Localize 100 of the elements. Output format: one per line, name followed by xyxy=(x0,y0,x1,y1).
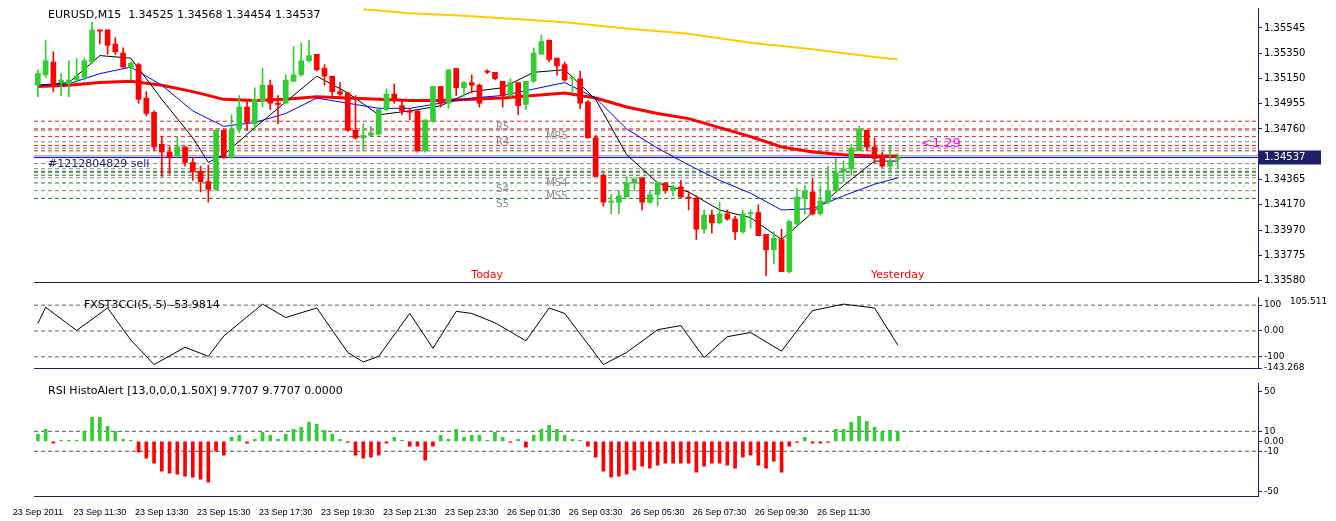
x-tick-label: 23 Sep 17:30 xyxy=(258,507,313,518)
bar xyxy=(159,441,164,472)
bar xyxy=(268,434,273,442)
bar xyxy=(493,431,497,442)
bar xyxy=(376,441,381,456)
bar xyxy=(221,441,226,456)
x-tick-label: 26 Sep 09:30 xyxy=(754,507,809,518)
bar xyxy=(849,422,854,442)
bar xyxy=(671,441,675,464)
y-tick-label: 1.34170 xyxy=(1264,198,1306,210)
bar xyxy=(833,428,838,442)
bar xyxy=(617,441,621,477)
y-tick-label: 50 xyxy=(1264,385,1276,396)
bar xyxy=(462,436,466,442)
bar xyxy=(818,441,823,444)
chart-title: FXST3CCI(5, 5) -53.9814 xyxy=(84,297,220,311)
bar xyxy=(880,431,885,442)
y-tick-label: 100 xyxy=(1264,299,1282,310)
bar xyxy=(756,441,761,466)
bar xyxy=(307,422,311,442)
bar xyxy=(810,441,815,444)
chart-title: EURUSD,M15 1.34525 1.34568 1.34454 1.34537 xyxy=(48,8,321,22)
ref-line-label: MS4 xyxy=(546,177,568,189)
bar xyxy=(51,441,56,444)
y-tick-label: 1.34955 xyxy=(1264,97,1306,109)
bar xyxy=(206,441,211,483)
bar xyxy=(895,430,900,442)
bar xyxy=(338,438,342,442)
y-tick-label: 1.35350 xyxy=(1264,46,1306,58)
y-tick-label: 1.33775 xyxy=(1264,249,1306,261)
bar xyxy=(547,425,551,442)
bar xyxy=(802,436,807,442)
bar xyxy=(640,441,644,467)
bar xyxy=(175,441,180,475)
bar xyxy=(423,441,428,461)
bar xyxy=(454,428,459,442)
x-tick-label: 26 Sep 03:30 xyxy=(568,507,623,518)
ref-line-label: MS5 xyxy=(546,190,568,202)
bar xyxy=(36,433,40,442)
y-tick-label: 1.34760 xyxy=(1264,122,1306,134)
bar xyxy=(237,434,242,442)
ref-line-label: R5 xyxy=(496,120,510,132)
ref-line-label: R4 xyxy=(496,136,510,148)
bar xyxy=(857,416,861,442)
annotation: Today xyxy=(470,268,504,282)
y-tick-label: -10 xyxy=(1264,445,1279,456)
x-tick-label: 26 Sep 07:30 xyxy=(692,507,747,518)
ref-line-label: S5 xyxy=(496,197,510,209)
bar xyxy=(190,441,195,478)
bar xyxy=(152,441,156,464)
bar xyxy=(469,434,474,442)
y-tick-label: 1.35545 xyxy=(1264,21,1306,33)
y-tick-label: 0.00 xyxy=(1264,435,1285,446)
bar xyxy=(90,417,94,442)
annotation: Yesterday xyxy=(870,268,925,282)
bar xyxy=(299,426,304,442)
x-tick-label: 26 Sep 01:30 xyxy=(506,507,561,518)
chart-title: RSI HistoAlert [13,0,0,0,1.50X] 9.7707 9.7707 0.0000 xyxy=(48,383,343,397)
bar xyxy=(144,441,149,459)
bar xyxy=(431,441,435,447)
bar xyxy=(214,441,218,452)
bar xyxy=(369,441,373,458)
bar xyxy=(609,441,613,478)
bar xyxy=(888,429,892,442)
y-tick-label: 1.33580 xyxy=(1264,274,1306,286)
x-tick-label: 26 Sep 05:30 xyxy=(630,507,685,518)
ref-line-label: S4 xyxy=(496,182,510,194)
y-tick-label: -143.268 xyxy=(1264,362,1305,373)
bar xyxy=(438,434,443,442)
x-tick-label: 23 Sep 21:30 xyxy=(382,507,437,518)
bar xyxy=(586,441,590,447)
bar xyxy=(283,433,288,442)
bar xyxy=(252,438,257,442)
bar xyxy=(361,441,366,459)
bar xyxy=(314,424,319,442)
ref-line-label: 1.34537 xyxy=(1264,151,1306,163)
y-tick-label: -50 xyxy=(1264,485,1279,496)
bar xyxy=(733,441,737,469)
bar xyxy=(98,417,102,442)
y-tick-label: -100 xyxy=(1264,351,1285,362)
bar xyxy=(183,441,187,477)
bar xyxy=(648,441,652,469)
bar xyxy=(121,438,125,442)
x-tick-label: 23 Sep 15:30 xyxy=(197,507,251,518)
x-tick-label: 26 Sep 11:30 xyxy=(817,507,870,518)
bar xyxy=(679,441,683,464)
bar xyxy=(384,441,389,444)
bar xyxy=(245,441,249,444)
bar xyxy=(864,421,869,442)
y-tick-label: 10 xyxy=(1264,425,1276,436)
bar xyxy=(531,434,536,442)
bar xyxy=(516,438,521,442)
bar xyxy=(330,433,335,442)
bar xyxy=(741,441,745,458)
bar xyxy=(392,436,397,442)
x-tick-label: 23 Sep 2011 xyxy=(12,507,64,518)
annotation: <1.29 xyxy=(921,135,961,151)
ref-line-label: #1212804829 sell xyxy=(48,157,150,171)
bar xyxy=(787,441,792,447)
bar xyxy=(764,441,768,469)
